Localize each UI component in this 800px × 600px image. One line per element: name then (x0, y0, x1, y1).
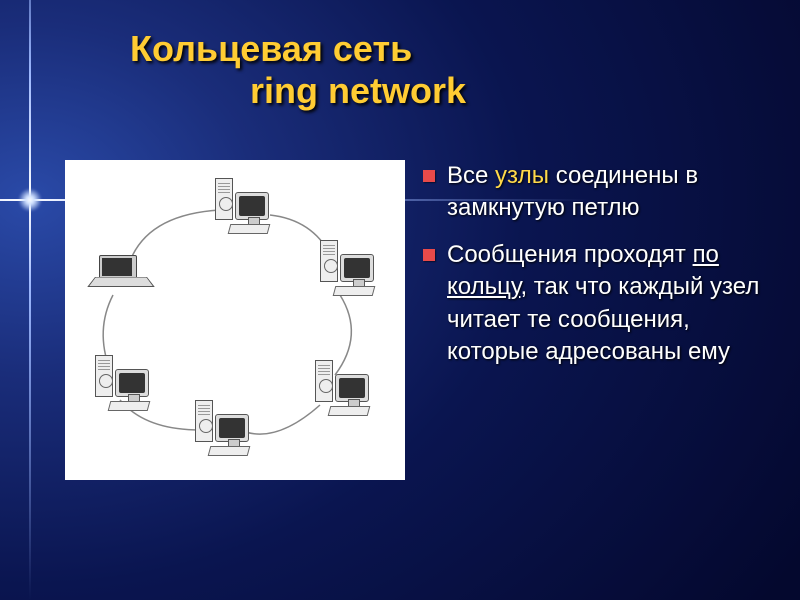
network-node-pc (195, 400, 249, 442)
bullet-list: Все узлы соединены в замкнутую петлю Соо… (423, 160, 770, 570)
network-edge (240, 405, 320, 434)
network-node-pc (215, 178, 269, 220)
network-node-pc (320, 240, 374, 282)
ring-network-diagram (65, 160, 405, 480)
bullet-item: Сообщения проходят по кольцу, так что ка… (423, 239, 770, 369)
bullet-text: Сообщения проходят по кольцу, так что ка… (447, 239, 770, 369)
bullet-text: Все узлы соединены в замкнутую петлю (447, 160, 770, 225)
title-line1: Кольцевая сеть (130, 28, 760, 70)
title-line2: ring network (250, 70, 760, 112)
slide-title: Кольцевая сеть ring network (100, 28, 760, 112)
content-area: Все узлы соединены в замкнутую петлю Соо… (65, 160, 770, 570)
network-node-pc (95, 355, 149, 397)
bullet-square-icon (423, 249, 435, 261)
network-node-laptop (95, 255, 145, 289)
lens-flare-core (18, 188, 42, 212)
network-node-pc (315, 360, 369, 402)
bullet-item: Все узлы соединены в замкнутую петлю (423, 160, 770, 225)
bullet-square-icon (423, 170, 435, 182)
